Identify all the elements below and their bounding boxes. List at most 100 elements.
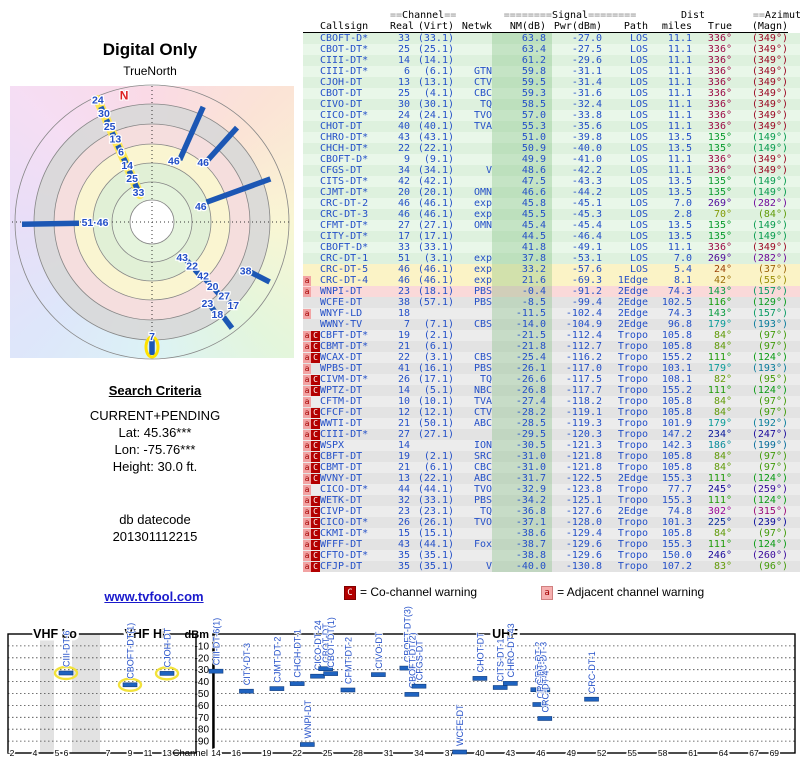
path: Tropo: [617, 539, 648, 550]
distance-miles: 11.1: [667, 154, 692, 165]
network: CBS: [473, 319, 492, 330]
marker-spacer: [311, 45, 320, 55]
azimuth-true: 336°: [707, 77, 732, 88]
azimuth-true: 302°: [707, 506, 732, 517]
marker-spacer: [303, 45, 311, 55]
marker-spacer: [303, 100, 311, 110]
marker-spacer: [303, 34, 311, 44]
table-row: CBOT-DT 25 (4.1) CBC 59.3 -31.6 LOS 11.1 336° (34…: [303, 88, 800, 99]
azimuth-true: 179°: [707, 363, 732, 374]
real-channel: 38: [397, 297, 410, 308]
adjacent-warning-icon: a: [303, 440, 311, 451]
channel-label: 38: [240, 266, 252, 278]
callsign: CHRO-DT*: [320, 132, 369, 143]
azimuth-magnetic: (97°): [757, 451, 788, 462]
azimuth-true: 24°: [713, 264, 732, 275]
azimuth-true: 135°: [707, 187, 732, 198]
virtual-channel: (43.1): [417, 132, 454, 143]
network: CTV: [473, 407, 492, 418]
azimuth-magnetic: (282°): [751, 253, 788, 264]
adjacent-warning-icon: a: [303, 561, 311, 572]
noise-margin: 45.4: [492, 220, 552, 231]
path: 2Edge: [617, 506, 648, 517]
channel-tick-label: 31: [384, 748, 394, 758]
signal-bar: [310, 673, 325, 679]
distance-miles: 108.1: [661, 374, 692, 385]
station-bearing-bar: [212, 287, 221, 296]
noise-margin: -8.5: [492, 297, 552, 308]
azimuth-true: 269°: [707, 198, 732, 209]
network: GTN: [473, 66, 492, 77]
channel-tick-label: 19: [262, 748, 272, 758]
azimuth-true: 111°: [707, 539, 732, 550]
station-label: CRC-DT-2: [533, 642, 543, 684]
azimuth-magnetic: (259°): [751, 484, 788, 495]
vhf-plot-frame: [7, 633, 197, 754]
station-label: CFMT-DT-2: [343, 637, 353, 684]
azimuth-true: 186°: [707, 440, 732, 451]
real-channel: 18: [397, 308, 410, 319]
tvfool-link[interactable]: www.tvfool.com: [104, 589, 204, 604]
co-channel-warning-icon: C: [311, 539, 320, 550]
distance-miles: 11.1: [667, 66, 692, 77]
marker-spacer: [311, 320, 320, 330]
power: -117.0: [565, 363, 602, 374]
table-row: a C CICO-DT* 26 (26.1) TVO -37.1 -128.0 Tropo 101…: [303, 517, 800, 528]
virtual-channel: (17.1): [417, 374, 454, 385]
channel-tick-label: 40: [475, 748, 485, 758]
distance-miles: 13.5: [667, 220, 692, 231]
station-label: CIII-DT-6(1): [212, 618, 222, 666]
noise-margin: -25.4: [492, 352, 552, 363]
callsign: CHOT-DT: [320, 121, 363, 132]
power: -27.0: [571, 33, 602, 44]
real-channel: 46: [397, 198, 410, 209]
path: Tropo: [617, 341, 648, 352]
noise-margin: 48.6: [492, 165, 552, 176]
db-datecode-label: db datecode: [119, 512, 191, 527]
table-row: a CRC-DT-4 46 (46.1) exp 21.6 -69.3 1Edge 8.1 42°…: [303, 275, 800, 286]
azimuth-magnetic: (96°): [757, 561, 788, 572]
table-row: a C CFJP-DT 35 (35.1) V -40.0 -130.8 Tropo 107.2 8…: [303, 561, 800, 572]
network: PBS: [473, 495, 492, 506]
network: SRC: [473, 451, 492, 462]
azimuth-magnetic: (349°): [751, 242, 788, 253]
table-row: CRC-DT-3 46 (46.1) exp 45.5 -45.3 LOS 2.8 70° (84…: [303, 209, 800, 220]
distance-miles: 13.5: [667, 187, 692, 198]
virtual-channel: (7.1): [423, 319, 454, 330]
marker-spacer: [303, 188, 311, 198]
table-row: a C WSPX 14 ION -30.5 -121.3 Tropo 142.3 186° (199…: [303, 440, 800, 451]
channel-tick-label: 43: [506, 748, 516, 758]
real-channel: 43: [397, 539, 410, 550]
azimuth-magnetic: (97°): [757, 396, 788, 407]
real-channel: 21: [397, 418, 410, 429]
marker-spacer: [303, 89, 311, 99]
virtual-channel: (44.1): [417, 484, 454, 495]
power: -41.0: [571, 154, 602, 165]
marker-spacer: [311, 78, 320, 88]
marker-spacer: [303, 221, 311, 231]
distance-miles: 105.8: [661, 341, 692, 352]
marker-spacer: [311, 56, 320, 66]
network: V: [485, 165, 492, 176]
marker-spacer: [311, 298, 320, 308]
virtual-channel: (20.1): [417, 187, 454, 198]
azimuth-true: 336°: [707, 44, 732, 55]
real-channel: 27: [397, 220, 410, 231]
virtual-channel: (6.1): [423, 341, 454, 352]
callsign: CKMI-DT*: [320, 528, 369, 539]
marker-spacer: [311, 309, 320, 319]
signal-bar: [503, 681, 518, 686]
real-channel: 40: [397, 121, 410, 132]
real-channel: 23: [397, 286, 410, 297]
dbm-axis-title: dBm: [185, 629, 210, 641]
azimuth-true: 84°: [713, 330, 732, 341]
noise-margin: -26.1: [492, 363, 552, 374]
path: Tropo: [617, 407, 648, 418]
azimuth-true: 234°: [707, 429, 732, 440]
azimuth-magnetic: (129°): [751, 297, 788, 308]
distance-miles: 74.3: [667, 308, 692, 319]
path: LOS: [629, 242, 648, 253]
callsign: CJMT-DT*: [320, 187, 369, 198]
path: 2Edge: [617, 286, 648, 297]
azimuth-magnetic: (349°): [751, 99, 788, 110]
